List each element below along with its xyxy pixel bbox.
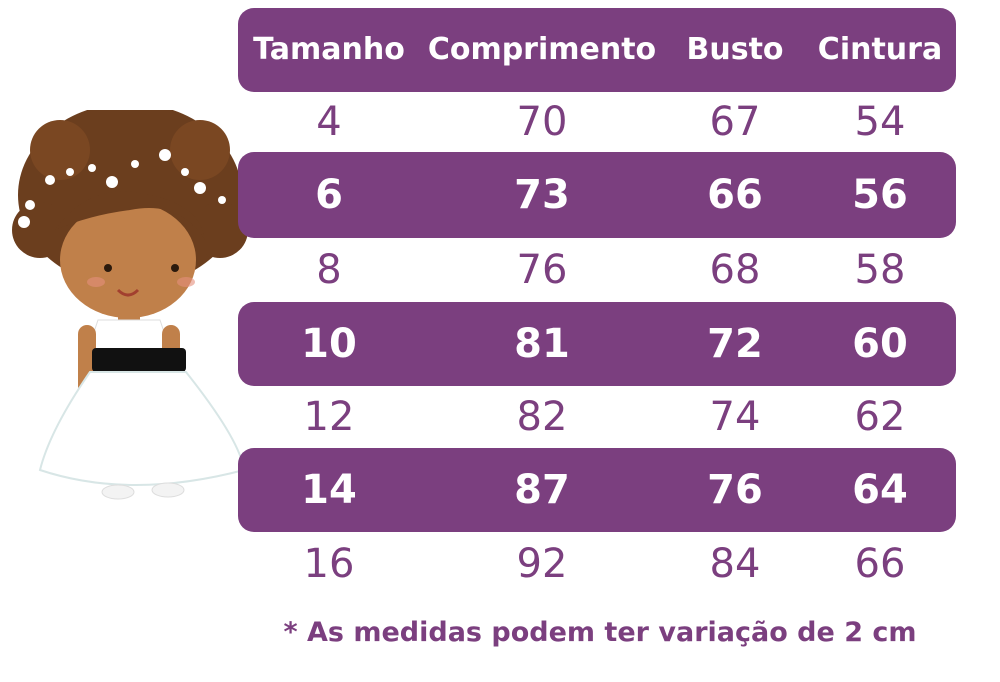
cell-comprimento: 92	[516, 541, 568, 587]
cell-comprimento: 81	[514, 321, 570, 367]
cell-tamanho: 10	[301, 321, 357, 367]
cell-cintura: 64	[852, 467, 908, 513]
header-busto: Busto	[686, 32, 784, 67]
cell-tamanho: 16	[303, 541, 355, 587]
cell-busto: 68	[709, 247, 761, 293]
cell-busto: 67	[709, 99, 761, 145]
girl-in-white-dress-icon	[0, 103, 260, 510]
cell-cintura: 56	[852, 172, 908, 218]
table-row: 4 70 67 54	[238, 92, 956, 152]
measurement-footnote: * As medidas podem ter variação de 2 cm	[283, 616, 917, 648]
header-comprimento: Comprimento	[427, 32, 657, 67]
header-tamanho: Tamanho	[253, 32, 405, 67]
cell-cintura: 62	[854, 394, 906, 440]
size-chart-table: Tamanho Comprimento Busto Cintura 4 70 6…	[238, 8, 956, 596]
cell-busto: 84	[709, 541, 761, 587]
table-row: 14 87 76 64	[238, 448, 956, 532]
table-header-row: Tamanho Comprimento Busto Cintura	[238, 8, 956, 92]
cell-comprimento: 82	[516, 394, 568, 440]
cell-cintura: 66	[854, 541, 906, 587]
table-row: 6 73 66 56	[238, 152, 956, 238]
table-row: 10 81 72 60	[238, 302, 956, 386]
cell-busto: 72	[707, 321, 763, 367]
cell-tamanho: 8	[316, 247, 342, 293]
cell-cintura: 58	[854, 247, 906, 293]
cell-cintura: 60	[852, 321, 908, 367]
cell-comprimento: 76	[516, 247, 568, 293]
cell-tamanho: 4	[316, 99, 342, 145]
cell-busto: 74	[709, 394, 761, 440]
cell-busto: 66	[707, 172, 763, 218]
cell-comprimento: 70	[516, 99, 568, 145]
table-row: 12 82 74 62	[238, 386, 956, 448]
cell-tamanho: 12	[303, 394, 355, 440]
cell-comprimento: 87	[514, 467, 570, 513]
cell-cintura: 54	[854, 99, 906, 145]
cell-busto: 76	[707, 467, 763, 513]
table-row: 8 76 68 58	[238, 238, 956, 302]
header-cintura: Cintura	[817, 32, 943, 67]
table-row: 16 92 84 66	[238, 532, 956, 596]
cell-tamanho: 6	[315, 172, 343, 218]
cell-comprimento: 73	[514, 172, 570, 218]
cell-tamanho: 14	[301, 467, 357, 513]
